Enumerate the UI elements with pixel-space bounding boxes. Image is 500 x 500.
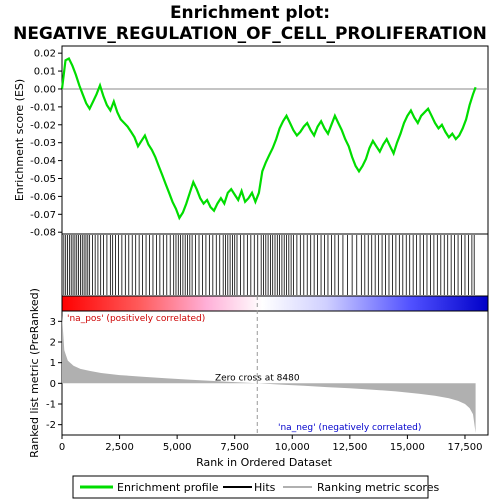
rank-gradient-bar <box>61 295 489 312</box>
legend-label-hits: Hits <box>254 481 276 494</box>
x-tick-label: 17,500 <box>447 442 482 453</box>
es-y-tick-label: -0.07 <box>30 210 56 221</box>
zero-cross-label: Zero cross at 8480 <box>215 373 300 383</box>
es-y-tick-label: -0.02 <box>30 120 56 131</box>
es-y-tick-label: 0.01 <box>34 67 56 78</box>
metric-y-axis-label: Ranked list metric (PreRanked) <box>28 288 41 458</box>
es-y-tick-label: 0.00 <box>34 84 56 95</box>
legend-label-metric: Ranking metric scores <box>317 481 439 494</box>
pos-correlated-label: 'na_pos' (positively correlated) <box>67 314 205 324</box>
x-tick-label: 0 <box>59 442 65 453</box>
x-tick-label: 5,000 <box>163 442 192 453</box>
metric-frame <box>61 310 489 436</box>
x-tick-label: 12,500 <box>332 442 367 453</box>
es-panel: 0.02 0.01 0.00 -0.01 -0.02 -0.03 -0.04 -0.05 -0.… <box>13 45 489 239</box>
enrichment-profile-line <box>60 56 477 221</box>
legend: Enrichment profile Hits Ranking metric s… <box>72 475 439 499</box>
metric-y-tick-label: 0 <box>50 379 56 390</box>
metric-panel: 3 2 1 0 -1 -2 0 2,500 5,000 7,500 10,000 12,500 15,… <box>28 288 489 469</box>
es-y-tick-label: 0.02 <box>34 49 56 60</box>
x-tick-label: 10,000 <box>275 442 310 453</box>
hits-panel <box>61 233 489 297</box>
es-y-tick-label: -0.03 <box>30 138 56 149</box>
metric-y-tick-label: 3 <box>50 317 56 328</box>
es-y-tick-label: -0.08 <box>30 228 56 239</box>
x-tick-label: 2,500 <box>105 442 134 453</box>
es-y-tick-label: -0.05 <box>30 174 56 185</box>
metric-y-tick-label: -2 <box>46 420 56 431</box>
chart-title-line2: NEGATIVE_REGULATION_OF_CELL_PROLIFERATIO… <box>13 24 487 44</box>
x-axis-label: Rank in Ordered Dataset <box>196 456 333 469</box>
metric-y-tick-label: 2 <box>50 338 56 349</box>
legend-label-enrichment: Enrichment profile <box>117 481 219 494</box>
es-y-tick-label: -0.04 <box>30 156 56 167</box>
x-tick-label: 15,000 <box>390 442 425 453</box>
x-tick-label: 7,500 <box>220 442 249 453</box>
es-y-tick-label: -0.06 <box>30 192 56 203</box>
chart-title-line1: Enrichment plot: <box>170 3 330 23</box>
neg-correlated-label: 'na_neg' (negatively correlated) <box>278 423 421 433</box>
metric-y-tick-label: -1 <box>46 400 56 411</box>
metric-y-tick-label: 1 <box>50 358 56 369</box>
es-y-axis-label: Enrichment score (ES) <box>13 79 26 201</box>
es-y-tick-label: -0.01 <box>30 102 56 113</box>
